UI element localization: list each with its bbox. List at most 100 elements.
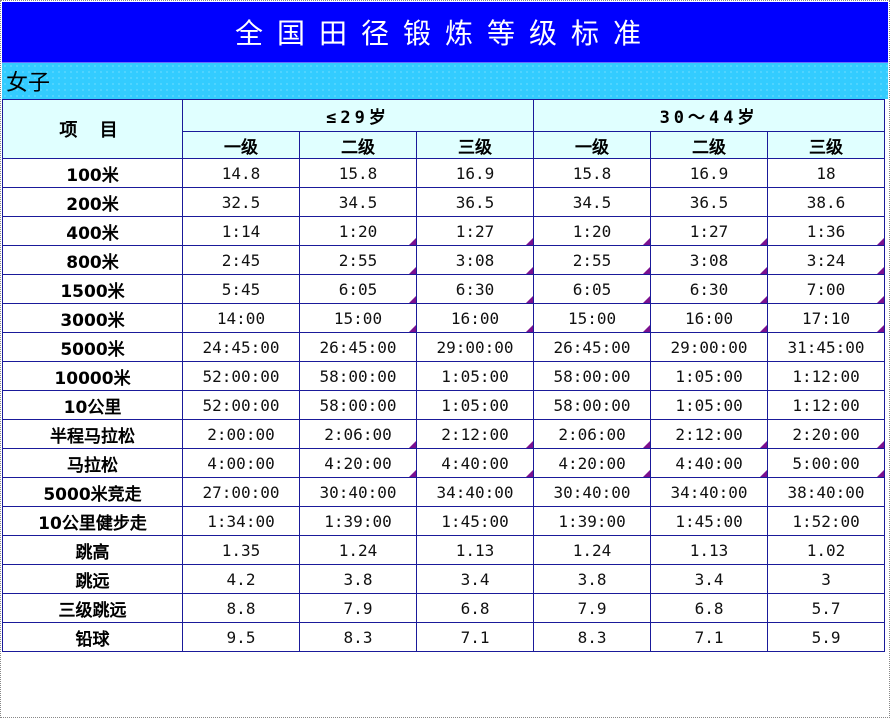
value-cell[interactable]: 34.5 xyxy=(533,187,652,217)
value-cell[interactable]: 14:00 xyxy=(182,303,300,333)
value-cell[interactable]: 1:39:00 xyxy=(533,506,652,536)
header-level[interactable]: 三级 xyxy=(767,131,886,159)
event-name-cell[interactable]: 800米 xyxy=(2,245,183,275)
value-cell[interactable]: 3:24 xyxy=(767,245,886,275)
value-cell[interactable]: 14.8 xyxy=(182,158,300,188)
event-name-cell[interactable]: 马拉松 xyxy=(2,448,183,478)
event-name-cell[interactable]: 200米 xyxy=(2,187,183,217)
value-cell[interactable]: 4:00:00 xyxy=(182,448,300,478)
value-cell[interactable]: 27:00:00 xyxy=(182,477,300,507)
value-cell[interactable]: 1:20 xyxy=(299,216,417,246)
value-cell[interactable]: 6:05 xyxy=(299,274,417,304)
value-cell[interactable]: 1:20 xyxy=(533,216,652,246)
header-level[interactable]: 一级 xyxy=(182,131,300,159)
value-cell[interactable]: 4:40:00 xyxy=(415,448,535,478)
value-cell[interactable]: 1:12:00 xyxy=(767,390,886,420)
value-cell[interactable]: 1.35 xyxy=(182,535,300,565)
value-cell[interactable]: 1:39:00 xyxy=(299,506,417,536)
value-cell[interactable]: 3.4 xyxy=(415,564,535,594)
value-cell[interactable]: 58:00:00 xyxy=(533,390,652,420)
header-level[interactable]: 三级 xyxy=(415,131,535,159)
value-cell[interactable]: 5.9 xyxy=(767,622,886,652)
value-cell[interactable]: 16:00 xyxy=(650,303,769,333)
value-cell[interactable]: 5:00:00 xyxy=(767,448,886,478)
value-cell[interactable]: 2:20:00 xyxy=(767,419,886,449)
value-cell[interactable]: 1:52:00 xyxy=(767,506,886,536)
event-name-cell[interactable]: 10公里健步走 xyxy=(2,506,183,536)
value-cell[interactable]: 15:00 xyxy=(299,303,417,333)
value-cell[interactable]: 3 xyxy=(767,564,886,594)
value-cell[interactable]: 6:30 xyxy=(650,274,769,304)
value-cell[interactable]: 7:00 xyxy=(767,274,886,304)
table-title[interactable]: 全国田径锻炼等级标准 xyxy=(2,2,888,63)
value-cell[interactable]: 38:40:00 xyxy=(767,477,886,507)
value-cell[interactable]: 2:55 xyxy=(533,245,652,275)
value-cell[interactable]: 5:45 xyxy=(182,274,300,304)
value-cell[interactable]: 30:40:00 xyxy=(299,477,417,507)
value-cell[interactable]: 8.8 xyxy=(182,593,300,623)
value-cell[interactable]: 36.5 xyxy=(650,187,769,217)
value-cell[interactable]: 1:45:00 xyxy=(415,506,535,536)
value-cell[interactable]: 1:05:00 xyxy=(650,361,769,391)
value-cell[interactable]: 18 xyxy=(767,158,886,188)
value-cell[interactable]: 7.9 xyxy=(299,593,417,623)
value-cell[interactable]: 6.8 xyxy=(415,593,535,623)
value-cell[interactable]: 2:12:00 xyxy=(415,419,535,449)
value-cell[interactable]: 1:34:00 xyxy=(182,506,300,536)
value-cell[interactable]: 38.6 xyxy=(767,187,886,217)
value-cell[interactable]: 1.02 xyxy=(767,535,886,565)
value-cell[interactable]: 1:14 xyxy=(182,216,300,246)
event-name-cell[interactable]: 100米 xyxy=(2,158,183,188)
event-name-cell[interactable]: 10公里 xyxy=(2,390,183,420)
value-cell[interactable]: 1:12:00 xyxy=(767,361,886,391)
value-cell[interactable]: 1.24 xyxy=(533,535,652,565)
event-name-cell[interactable]: 3000米 xyxy=(2,303,183,333)
value-cell[interactable]: 9.5 xyxy=(182,622,300,652)
value-cell[interactable]: 15:00 xyxy=(533,303,652,333)
value-cell[interactable]: 3.4 xyxy=(650,564,769,594)
value-cell[interactable]: 2:12:00 xyxy=(650,419,769,449)
value-cell[interactable]: 2:06:00 xyxy=(299,419,417,449)
header-group-under-29[interactable]: ≤29岁 xyxy=(181,99,535,132)
value-cell[interactable]: 16.9 xyxy=(415,158,535,188)
value-cell[interactable]: 58:00:00 xyxy=(533,361,652,391)
event-name-cell[interactable]: 10000米 xyxy=(2,361,183,391)
event-name-cell[interactable]: 1500米 xyxy=(2,274,183,304)
value-cell[interactable]: 4:20:00 xyxy=(533,448,652,478)
value-cell[interactable]: 3.8 xyxy=(299,564,417,594)
value-cell[interactable]: 1:45:00 xyxy=(650,506,769,536)
header-group-30-44[interactable]: 30～44岁 xyxy=(533,99,886,132)
value-cell[interactable]: 1:05:00 xyxy=(415,390,535,420)
value-cell[interactable]: 58:00:00 xyxy=(299,361,417,391)
value-cell[interactable]: 1:36 xyxy=(767,216,886,246)
event-name-cell[interactable]: 铅球 xyxy=(2,622,183,652)
value-cell[interactable]: 1.24 xyxy=(299,535,417,565)
value-cell[interactable]: 29:00:00 xyxy=(650,332,769,362)
value-cell[interactable]: 7.9 xyxy=(533,593,652,623)
value-cell[interactable]: 8.3 xyxy=(299,622,417,652)
value-cell[interactable]: 26:45:00 xyxy=(533,332,652,362)
value-cell[interactable]: 34:40:00 xyxy=(415,477,535,507)
value-cell[interactable]: 1:27 xyxy=(415,216,535,246)
event-name-cell[interactable]: 跳高 xyxy=(2,535,183,565)
event-name-cell[interactable]: 半程马拉松 xyxy=(2,419,183,449)
value-cell[interactable]: 2:55 xyxy=(299,245,417,275)
header-level[interactable]: 二级 xyxy=(299,131,417,159)
value-cell[interactable]: 2:00:00 xyxy=(182,419,300,449)
value-cell[interactable]: 15.8 xyxy=(533,158,652,188)
value-cell[interactable]: 7.1 xyxy=(650,622,769,652)
value-cell[interactable]: 31:45:00 xyxy=(767,332,886,362)
value-cell[interactable]: 16.9 xyxy=(650,158,769,188)
value-cell[interactable]: 30:40:00 xyxy=(533,477,652,507)
value-cell[interactable]: 6:05 xyxy=(533,274,652,304)
value-cell[interactable]: 4.2 xyxy=(182,564,300,594)
event-name-cell[interactable]: 跳远 xyxy=(2,564,183,594)
value-cell[interactable]: 17:10 xyxy=(767,303,886,333)
value-cell[interactable]: 2:06:00 xyxy=(533,419,652,449)
value-cell[interactable]: 52:00:00 xyxy=(182,361,300,391)
header-level[interactable]: 二级 xyxy=(650,131,769,159)
value-cell[interactable]: 2:45 xyxy=(182,245,300,275)
value-cell[interactable]: 3.8 xyxy=(533,564,652,594)
value-cell[interactable]: 29:00:00 xyxy=(415,332,535,362)
value-cell[interactable]: 36.5 xyxy=(415,187,535,217)
